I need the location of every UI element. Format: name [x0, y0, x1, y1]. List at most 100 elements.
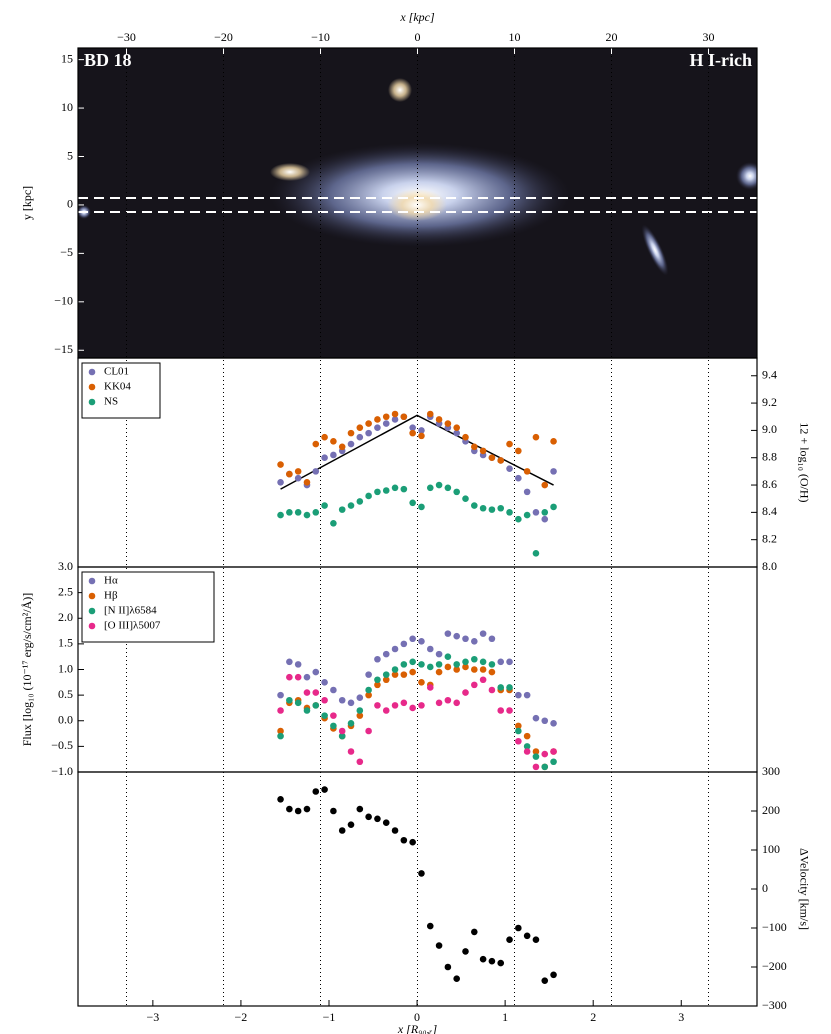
data-point — [303, 689, 311, 696]
data-point — [418, 679, 425, 686]
data-point — [374, 655, 381, 663]
legend-label: Hβ — [104, 590, 118, 602]
data-point — [277, 732, 284, 740]
legend-box — [81, 571, 215, 643]
data-point — [330, 451, 337, 459]
data-point — [374, 681, 381, 689]
data-point — [550, 720, 557, 727]
data-point — [462, 658, 469, 666]
data-point — [453, 488, 460, 496]
data-point — [409, 635, 416, 643]
data-point — [391, 484, 399, 492]
data-point — [506, 707, 513, 714]
data-point — [321, 679, 328, 686]
data-point — [338, 506, 346, 513]
data-point — [277, 727, 284, 735]
y-axis-label: y [kpc] — [20, 186, 34, 220]
legend-marker — [88, 592, 96, 600]
data-point — [277, 707, 284, 714]
panel-frame — [77, 357, 758, 568]
data-point — [479, 658, 487, 666]
legend-label: NS — [104, 396, 118, 408]
data-point — [312, 702, 320, 709]
data-point — [409, 668, 416, 676]
data-point — [338, 727, 346, 735]
x-tick-label: −2 — [235, 1010, 248, 1024]
data-point — [391, 827, 399, 834]
data-point — [435, 668, 443, 676]
data-point — [550, 971, 557, 979]
y-tick-label: 9.0 — [762, 422, 777, 436]
data-point — [294, 468, 302, 475]
data-point — [286, 696, 293, 704]
data-point — [277, 691, 284, 699]
data-point — [365, 671, 372, 678]
x-axis-label: x [kpc] — [399, 10, 435, 24]
x-axis-label: x [R₉₀,ᵣ] — [397, 1022, 438, 1034]
data-point — [365, 813, 372, 821]
x-tick-label: −30 — [117, 30, 136, 44]
data-point — [506, 465, 513, 472]
legend-marker — [88, 577, 96, 585]
y-tick-label: 5 — [67, 148, 73, 162]
data-point — [532, 509, 540, 516]
x-tick-label: −1 — [323, 1010, 336, 1024]
data-point — [462, 635, 469, 643]
data-point — [462, 689, 469, 696]
data-point — [444, 963, 452, 971]
y-tick-label: 8.2 — [762, 531, 777, 545]
data-point — [286, 673, 293, 681]
data-point — [409, 838, 416, 846]
data-point — [338, 732, 346, 740]
data-point — [488, 506, 496, 513]
data-point — [277, 796, 284, 803]
data-point — [382, 487, 390, 494]
data-point — [488, 957, 496, 965]
y-tick-label: −100 — [762, 920, 787, 934]
data-point — [400, 836, 408, 844]
data-point — [550, 468, 557, 475]
data-point — [471, 681, 478, 689]
data-point — [356, 498, 364, 505]
data-point — [347, 429, 355, 437]
data-point — [488, 661, 496, 668]
data-point — [435, 416, 443, 423]
data-point — [382, 819, 390, 826]
data-point — [400, 671, 408, 678]
y-tick-label: 9.2 — [762, 395, 777, 409]
data-point — [347, 821, 355, 828]
data-point — [321, 786, 328, 793]
data-point — [382, 420, 390, 427]
legend-label: KK04 — [104, 381, 131, 393]
data-point — [444, 420, 452, 427]
data-point — [303, 479, 311, 486]
data-point — [444, 484, 452, 492]
data-point — [330, 686, 337, 694]
data-point — [488, 635, 496, 643]
y-tick-label: 3.0 — [58, 559, 73, 573]
data-point — [330, 519, 337, 527]
data-point — [382, 676, 390, 684]
data-point — [453, 699, 460, 707]
data-point — [532, 550, 540, 557]
data-point — [356, 758, 364, 766]
data-point — [515, 515, 522, 523]
data-point — [347, 720, 355, 727]
data-point — [321, 454, 328, 462]
y-tick-label: 8.0 — [762, 559, 777, 573]
data-point — [365, 429, 372, 437]
data-point — [453, 975, 460, 982]
data-point — [312, 668, 320, 676]
data-point — [471, 655, 478, 663]
data-point — [418, 702, 425, 709]
data-point — [435, 650, 443, 658]
data-point — [541, 750, 549, 758]
data-point — [365, 420, 372, 427]
x-tick-label: 30 — [703, 30, 715, 44]
data-point — [312, 689, 320, 696]
data-point — [356, 712, 364, 719]
data-point — [444, 630, 452, 637]
data-point — [321, 712, 328, 719]
x-tick-label: 2 — [590, 1010, 596, 1024]
data-point — [497, 959, 505, 967]
